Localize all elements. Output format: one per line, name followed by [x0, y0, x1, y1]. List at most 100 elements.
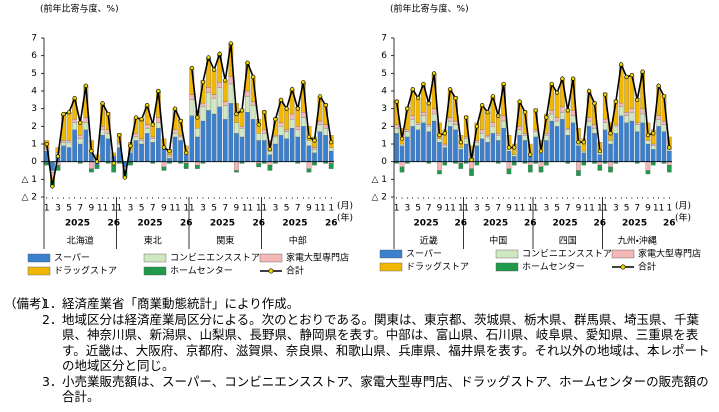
total-marker	[544, 115, 549, 120]
total-marker	[89, 148, 94, 154]
bar-segment	[431, 120, 437, 162]
total-marker	[506, 145, 512, 150]
bar-segment	[228, 76, 234, 85]
year-label: 26	[107, 219, 120, 229]
bar-segment	[100, 129, 105, 136]
total-marker	[44, 141, 49, 147]
bar-segment	[458, 149, 464, 162]
bar-segment	[195, 161, 200, 166]
bar-segment	[490, 126, 496, 134]
bar-segment	[415, 124, 421, 130]
x-tick-label: 11	[514, 204, 525, 214]
bar-segment	[83, 122, 89, 130]
bar-segment	[463, 136, 469, 139]
bar-segment	[442, 147, 448, 162]
bar-segment	[485, 135, 490, 138]
legend-swatch	[611, 249, 635, 259]
bar-segment	[267, 154, 273, 162]
bar-segment	[72, 122, 78, 130]
bar-segment	[437, 138, 442, 143]
bar-segment	[211, 94, 217, 99]
bar-segment	[312, 149, 317, 153]
bar-segment	[437, 142, 442, 162]
bar-segment	[463, 138, 469, 145]
legend-swatch	[27, 266, 51, 276]
y-tick-label: △ 2	[371, 193, 387, 203]
bar-segment	[544, 133, 549, 136]
bar-segment	[222, 80, 228, 102]
legend-marker	[268, 268, 274, 274]
year-label: 2025	[65, 219, 90, 229]
bar-segment	[576, 145, 581, 162]
x-tick-label: 9	[306, 204, 312, 214]
total-marker	[458, 140, 463, 145]
x-tick-label: 3	[200, 204, 206, 214]
bar-segment	[565, 135, 571, 162]
year-label: 26	[252, 219, 265, 229]
bar-segment	[442, 143, 448, 146]
bar-segment	[586, 117, 592, 122]
bar-segment	[328, 147, 334, 152]
total-marker	[496, 113, 501, 118]
bar-segment	[608, 140, 613, 145]
year-label: 2025	[414, 219, 439, 229]
bar-segment	[273, 136, 278, 145]
total-marker	[329, 140, 334, 145]
year-label: 2025	[137, 219, 162, 229]
bar-segment	[576, 161, 581, 171]
bar-segment	[560, 119, 565, 162]
total-marker	[239, 108, 245, 113]
region-label: 四国	[559, 236, 577, 247]
bar-segment	[312, 161, 317, 166]
total-marker	[290, 87, 295, 92]
total-marker	[469, 157, 474, 162]
total-marker	[278, 97, 284, 102]
bar-segment	[44, 161, 50, 166]
total-marker	[245, 60, 250, 65]
bar-segment	[576, 170, 581, 176]
total-marker	[619, 62, 624, 67]
bar-segment	[570, 122, 576, 162]
bar-segment	[463, 143, 469, 162]
x-tick-label: 1	[533, 204, 539, 214]
total-marker	[55, 154, 61, 159]
year-label: 2025	[483, 219, 508, 229]
bar-segment	[474, 145, 480, 162]
bar-segment	[479, 129, 485, 134]
bar-segment	[394, 124, 399, 129]
bar-segment	[222, 101, 228, 106]
bar-segment	[66, 147, 72, 162]
bar-segment	[410, 115, 415, 120]
bar-segment	[394, 133, 399, 162]
total-marker	[549, 81, 554, 87]
legend-swatch	[379, 262, 403, 272]
x-tick-label: 3	[55, 204, 61, 214]
x-tick-label: 1	[527, 204, 533, 214]
bar-segment	[651, 161, 656, 166]
bar-segment	[581, 152, 587, 162]
note-text: 地域区分は経済産業局区分による。次のとおりである。関東は、東京都、茨城県、栃木県…	[62, 311, 710, 374]
x-tick-label: 3	[128, 204, 134, 214]
bar-segment	[273, 143, 278, 162]
bar-segment	[661, 124, 667, 132]
bar-segment	[538, 161, 544, 168]
bar-segment	[128, 161, 133, 166]
bar-segment	[312, 147, 317, 150]
total-marker	[490, 94, 496, 99]
bar-segment	[528, 165, 533, 173]
bar-segment	[474, 142, 480, 146]
total-marker	[640, 69, 645, 74]
bar-segment	[667, 165, 672, 173]
bar-segment	[490, 122, 496, 127]
bar-segment	[405, 136, 410, 162]
legend-swatch	[143, 266, 167, 276]
bar-segment	[234, 161, 239, 171]
x-tick-label: 7	[150, 204, 156, 214]
total-marker	[217, 51, 222, 57]
bar-segment	[533, 131, 538, 138]
bar-segment	[306, 145, 312, 162]
bar-segment	[317, 131, 323, 162]
total-marker	[399, 136, 405, 141]
total-marker	[629, 72, 635, 78]
total-marker	[533, 108, 538, 113]
